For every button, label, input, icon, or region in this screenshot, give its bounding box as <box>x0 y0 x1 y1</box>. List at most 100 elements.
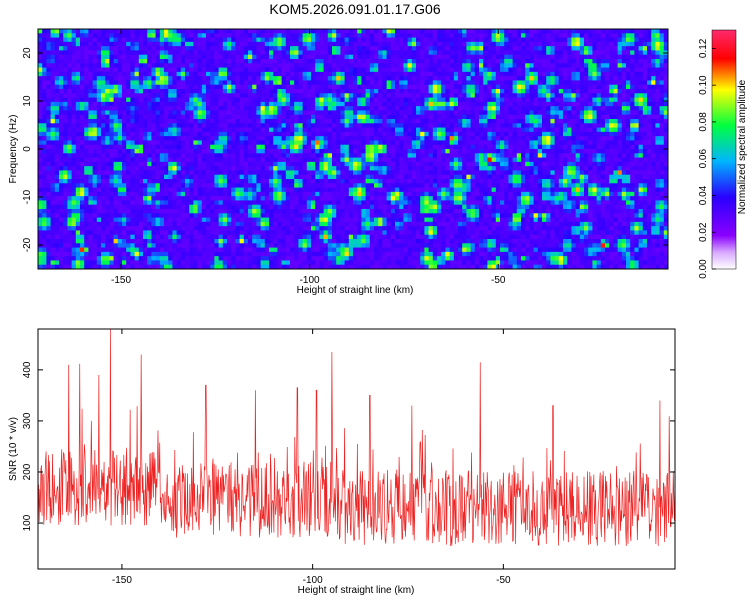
heatmap-cell <box>269 50 274 56</box>
heatmap-cell <box>122 153 127 158</box>
heatmap-cell <box>609 166 614 171</box>
heatmap-cell <box>315 114 320 120</box>
heatmap-cell <box>521 33 526 38</box>
heatmap-cell <box>626 93 631 98</box>
heatmap-cell <box>479 131 484 137</box>
heatmap-cell <box>449 114 455 120</box>
heatmap-cell <box>369 29 375 34</box>
heatmap-cell <box>495 144 501 150</box>
heatmap-cell <box>655 149 660 154</box>
heatmap-cell <box>432 80 438 86</box>
heatmap-cell <box>424 37 429 43</box>
heatmap-cell <box>143 63 148 68</box>
heatmap-cell <box>445 166 450 171</box>
heatmap-cell <box>571 33 576 38</box>
heatmap-cell <box>264 84 270 90</box>
heatmap-cell <box>458 50 463 56</box>
heatmap-cell <box>533 76 539 81</box>
heatmap-cell <box>630 127 635 133</box>
heatmap-cell <box>491 71 497 77</box>
heatmap-cell <box>277 101 282 107</box>
heatmap-cell <box>239 131 245 137</box>
heatmap-cell <box>117 37 123 43</box>
heatmap-cell <box>420 119 425 124</box>
heatmap-cell <box>302 71 308 77</box>
heatmap-cell <box>390 106 396 111</box>
heatmap-cell <box>96 149 102 154</box>
heatmap-cell <box>277 136 282 141</box>
heatmap-cell <box>88 93 93 98</box>
heatmap-cell <box>38 71 43 77</box>
heatmap-cell <box>260 123 266 128</box>
heatmap-cell <box>369 71 375 77</box>
heatmap-cell <box>508 59 513 64</box>
heatmap-cell <box>512 119 518 124</box>
heatmap-cell <box>353 41 358 47</box>
heatmap-cell <box>306 67 312 73</box>
heatmap-cell <box>529 144 534 150</box>
heatmap-cell <box>521 149 526 154</box>
heatmap-cell <box>185 110 190 116</box>
heatmap-cell <box>487 84 492 90</box>
heatmap-cell <box>243 46 249 51</box>
heatmap-cell <box>285 80 291 86</box>
heatmap-cell <box>441 131 446 137</box>
heatmap-cell <box>369 76 375 81</box>
heatmap-cell <box>311 166 316 171</box>
heatmap-cell <box>634 50 639 56</box>
heatmap-cell <box>357 89 362 94</box>
heatmap-cell <box>105 166 110 171</box>
heatmap-cell <box>71 50 77 56</box>
heatmap-cell <box>256 29 261 34</box>
heatmap-cell <box>525 76 530 81</box>
heatmap-cell <box>84 127 89 133</box>
heatmap-cell <box>512 97 518 103</box>
heatmap-cell <box>453 110 459 116</box>
heatmap-cell <box>617 153 623 158</box>
heatmap-cell <box>651 50 656 56</box>
heatmap-cell <box>537 144 543 150</box>
heatmap-cell <box>38 161 43 167</box>
heatmap-cell <box>143 29 148 34</box>
heatmap-cell <box>504 41 509 47</box>
heatmap-cell <box>437 114 442 120</box>
heatmap-cell <box>630 136 635 141</box>
heatmap-cell <box>453 136 459 141</box>
heatmap-cell <box>88 157 93 163</box>
heatmap-cell <box>306 131 312 137</box>
heatmap-cell <box>466 80 471 86</box>
heatmap-cell <box>206 93 211 98</box>
heatmap-cell <box>189 106 194 111</box>
heatmap-cell <box>180 59 186 64</box>
heatmap-cell <box>54 50 60 56</box>
heatmap-cell <box>386 114 392 120</box>
heatmap-cell <box>105 127 110 133</box>
heatmap-cell <box>500 50 505 56</box>
heatmap-cell <box>621 37 627 43</box>
heatmap-cell <box>231 63 236 68</box>
heatmap-cell <box>227 110 232 116</box>
heatmap-cell <box>71 76 77 81</box>
heatmap-cell <box>222 33 228 38</box>
heatmap-cell <box>353 161 358 167</box>
heatmap-cell <box>600 157 606 163</box>
heatmap-cell <box>483 110 488 116</box>
heatmap-cell <box>101 149 106 154</box>
heatmap-cell <box>428 33 434 38</box>
heatmap-cell <box>437 127 442 133</box>
heatmap-cell <box>374 93 379 98</box>
heatmap-cell <box>529 76 534 81</box>
heatmap-cell <box>537 97 543 103</box>
heatmap-cell <box>327 149 333 154</box>
heatmap-cell <box>663 101 668 107</box>
heatmap-cell <box>67 166 72 171</box>
heatmap-cell <box>311 110 316 116</box>
heatmap-cell <box>302 41 308 47</box>
heatmap-cell <box>432 106 438 111</box>
heatmap-cell <box>101 110 106 116</box>
heatmap-cell <box>634 140 639 146</box>
heatmap-cell <box>54 37 60 43</box>
heatmap-cell <box>306 71 312 77</box>
heatmap-cell <box>231 89 236 94</box>
heatmap-cell <box>285 140 291 146</box>
